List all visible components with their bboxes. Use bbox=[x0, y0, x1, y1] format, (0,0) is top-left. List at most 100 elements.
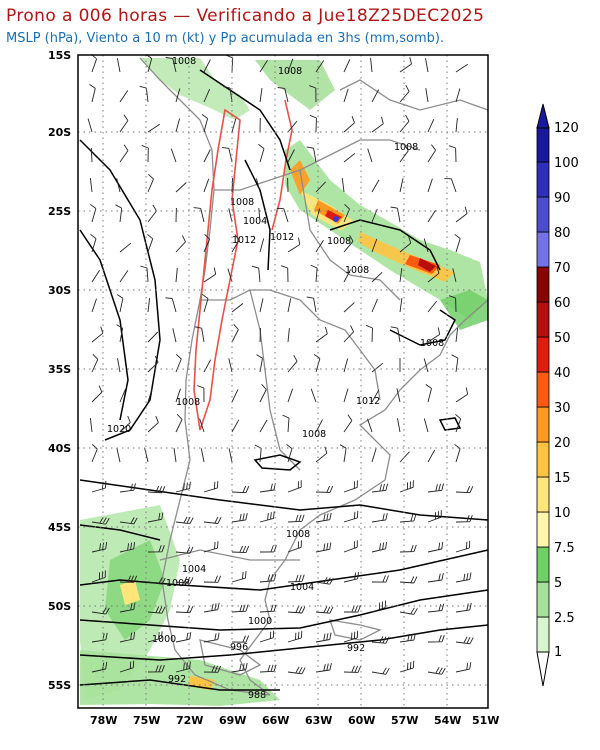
wind-barb bbox=[231, 485, 250, 494]
wind-barb bbox=[315, 419, 323, 433]
colorbar-swatch bbox=[536, 301, 550, 338]
wind-barb bbox=[399, 514, 417, 523]
wind-barb bbox=[427, 603, 445, 613]
lat-tick-label: 30S bbox=[48, 284, 71, 297]
lon-tick-label: 78W bbox=[90, 714, 117, 727]
wind-barb bbox=[175, 268, 178, 283]
wind-barb bbox=[315, 239, 324, 253]
wind-barb bbox=[203, 541, 219, 553]
wind-barb bbox=[343, 358, 349, 373]
wind-barb bbox=[175, 576, 194, 585]
wind-barb bbox=[454, 443, 461, 463]
wind-barb bbox=[365, 324, 373, 343]
wind-barb bbox=[315, 512, 332, 523]
isobar-label: 1008 bbox=[420, 338, 444, 349]
wind-barb bbox=[259, 419, 268, 433]
wind-barb bbox=[444, 178, 457, 193]
wind-barb bbox=[371, 389, 380, 403]
coastlines-borders bbox=[139, 57, 489, 696]
wind-barb bbox=[343, 414, 353, 433]
lat-tick-label: 15S bbox=[48, 49, 71, 62]
wind-barb bbox=[117, 358, 121, 373]
wind-barb bbox=[116, 324, 124, 343]
wind-barb bbox=[175, 632, 192, 643]
wind-barb bbox=[175, 88, 181, 103]
wind-barb bbox=[147, 631, 163, 643]
lon-tick-label: 72W bbox=[176, 714, 203, 727]
wind-barb bbox=[91, 541, 108, 553]
map-frame bbox=[77, 54, 489, 709]
wind-barb bbox=[399, 144, 409, 163]
isobar-label: 1004 bbox=[290, 582, 314, 593]
wind-barb bbox=[343, 116, 355, 133]
wind-barb bbox=[287, 120, 298, 133]
wind-barb bbox=[455, 572, 472, 583]
wind-barb bbox=[287, 666, 306, 675]
wind-barb bbox=[371, 541, 388, 553]
wind-barb bbox=[119, 270, 129, 283]
wind-barb bbox=[310, 264, 318, 283]
isobar-label: 1008 bbox=[230, 197, 254, 208]
isobar-label: 992 bbox=[168, 674, 186, 685]
wind-barb bbox=[231, 303, 244, 313]
wind-barb bbox=[343, 88, 349, 103]
wind-barb bbox=[259, 59, 268, 73]
isobar-label: 1000 bbox=[248, 616, 272, 627]
map-title: Prono a 006 horas — Verificando a Jue18Z… bbox=[6, 6, 485, 26]
wind-barb bbox=[390, 326, 401, 343]
isobar-label: 1008 bbox=[345, 265, 369, 276]
wind-barb bbox=[115, 204, 123, 223]
wind-barb bbox=[427, 483, 444, 493]
isobar-label: 1012 bbox=[232, 235, 256, 246]
wind-barb bbox=[147, 545, 165, 553]
wind-barb bbox=[427, 119, 435, 133]
wind-barb bbox=[448, 145, 457, 163]
wind-barb bbox=[147, 512, 164, 523]
wind-barb bbox=[455, 540, 471, 553]
wind-barb bbox=[175, 353, 182, 373]
wind-barb bbox=[89, 418, 93, 433]
wind-barb bbox=[343, 388, 349, 403]
wind-barb bbox=[315, 606, 334, 614]
colorbar-label: 1 bbox=[554, 645, 562, 660]
wind-barb bbox=[91, 298, 97, 313]
wind-barb bbox=[287, 328, 290, 343]
wind-barb bbox=[427, 178, 433, 193]
wind-barb bbox=[90, 233, 97, 253]
wind-barb bbox=[259, 604, 277, 613]
wind-barb bbox=[371, 667, 390, 675]
wind-barb bbox=[282, 414, 290, 433]
lat-tick-label: 20S bbox=[48, 126, 71, 139]
wind-barb bbox=[315, 60, 325, 73]
wind-barb bbox=[371, 636, 390, 644]
wind-barb bbox=[147, 204, 157, 223]
isobar-label: 1004 bbox=[243, 216, 267, 227]
wind-barb bbox=[173, 448, 177, 463]
wind-barb bbox=[425, 58, 429, 73]
wind-barb bbox=[313, 354, 321, 373]
colorbar-swatch bbox=[536, 616, 550, 653]
colorbar-swatch bbox=[536, 441, 550, 478]
wind-barb bbox=[89, 84, 96, 103]
lat-lon-grid bbox=[78, 55, 488, 708]
wind-barb bbox=[455, 88, 461, 103]
wind-barb bbox=[399, 451, 410, 463]
wind-barb bbox=[399, 576, 418, 584]
wind-barb bbox=[427, 666, 446, 675]
wind-barb bbox=[343, 605, 361, 613]
wind-barb bbox=[287, 574, 305, 583]
wind-barb bbox=[287, 354, 298, 373]
wind-barb bbox=[194, 326, 205, 343]
colorbar-swatch bbox=[536, 581, 550, 618]
lon-tick-label: 57W bbox=[391, 714, 418, 727]
lat-tick-label: 25S bbox=[48, 205, 71, 218]
wind-barb bbox=[315, 326, 328, 343]
colorbar-swatch bbox=[536, 371, 550, 408]
wind-barb bbox=[399, 178, 404, 193]
wind-barb bbox=[371, 116, 384, 133]
wind-barb bbox=[452, 268, 457, 283]
isobar-label: 1008 bbox=[286, 529, 310, 540]
wind-barb bbox=[343, 152, 356, 163]
wind-barb bbox=[259, 88, 263, 103]
